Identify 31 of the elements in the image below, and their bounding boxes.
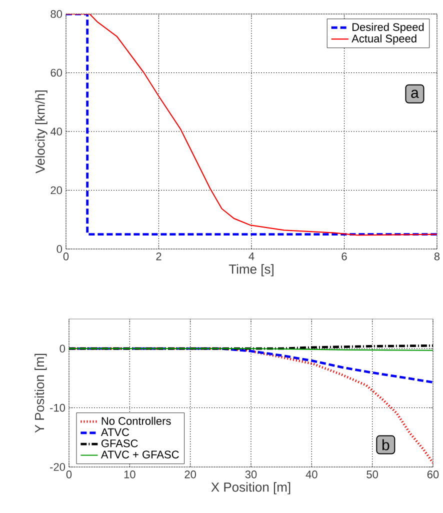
y-tick-label: 80 [50,10,62,18]
y-tick-label: 20 [50,186,62,194]
x-tick-label: 4 [248,252,254,260]
y-tick-label: 40 [50,128,62,136]
y-tick-label: -10 [50,404,65,412]
y-tick-label: 0 [56,245,62,253]
x-tick-label: 40 [306,470,318,478]
y-axis-title: Velocity [km/h] [35,90,48,174]
y-tick-label: 60 [50,68,62,77]
x-tick-label: 50 [366,470,378,478]
legend-label: ATVC + GFASC [100,450,179,458]
x-tick-label: 6 [342,252,347,260]
y-tick-label: 0 [60,344,65,352]
legend-label: Desired Speed [352,22,424,34]
x-tick-label: 0 [66,470,72,478]
annotation: b [382,439,390,450]
x-tick-label: 2 [156,252,162,260]
y-axis-title: Y Position [m] [34,354,47,433]
legend-label: ATVC [100,428,129,436]
x-tick-label: 30 [245,470,256,478]
x-axis-title: X Position [m] [211,482,290,494]
legend-label: No Controllers [102,416,171,425]
y-tick-label: -20 [50,463,65,471]
x-tick-label: 8 [434,252,440,260]
x-tick-label: 10 [124,470,136,478]
legend-label: GFASC [101,439,138,448]
legend-label: Actual Speed [351,34,416,45]
x-tick-label: 60 [427,470,438,478]
x-axis-title: Time [s] [228,264,274,276]
x-tick-label: 20 [184,470,196,478]
annotation: a [411,90,419,98]
